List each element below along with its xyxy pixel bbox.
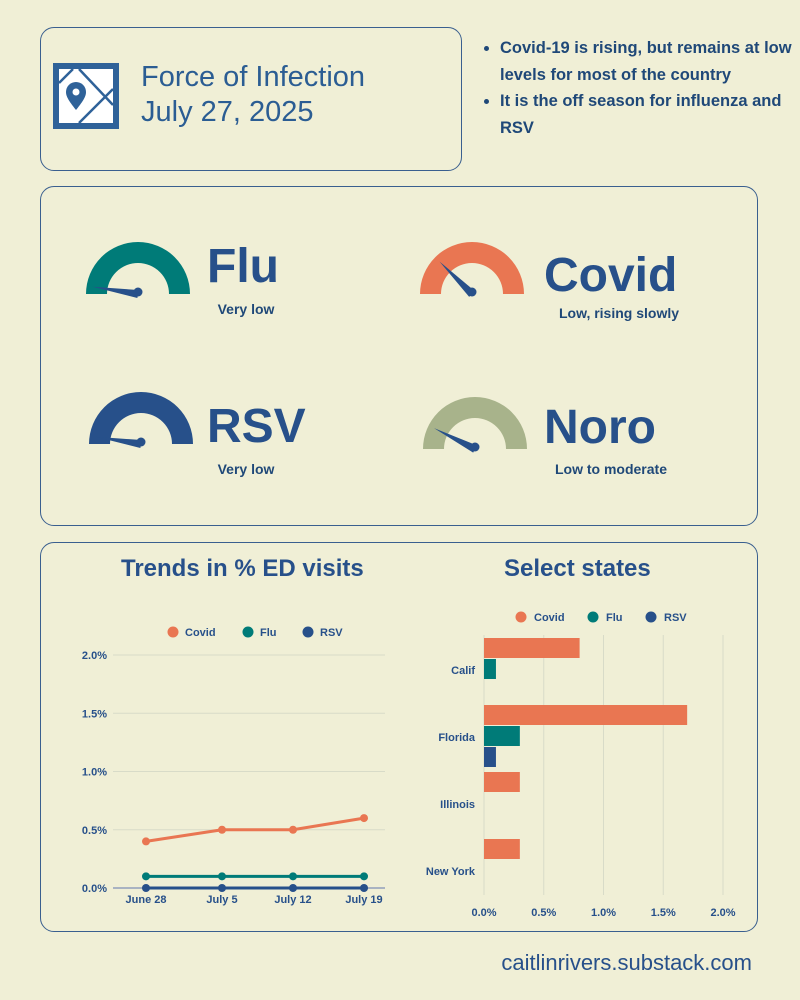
data-point-rsv: [360, 884, 368, 892]
gauge-label-rsv: RSV: [207, 400, 306, 453]
y-tick-label: 2.0%: [82, 650, 107, 662]
data-point-covid: [360, 814, 368, 823]
y-tick-label: Florida: [438, 732, 476, 744]
data-point-rsv: [289, 884, 297, 892]
gauges-svg: [86, 242, 527, 453]
bar-flu: [484, 659, 496, 679]
x-tick-label: July 12: [274, 894, 311, 906]
gauge-arc-flu: [86, 242, 190, 294]
legend-marker: [167, 626, 179, 638]
report-date: July 27, 2025: [141, 96, 314, 128]
data-point-rsv: [218, 884, 226, 892]
charts-svg: 0.0% 0.5% 1.0% 1.5% 2.0% June 28 July 5 July 12…: [82, 611, 736, 919]
gauge-hub: [133, 287, 143, 297]
gauge-needle-covid: [439, 261, 475, 297]
gauge-arc-rsv: [89, 392, 193, 444]
legend-label: Flu: [606, 612, 623, 624]
charts-card: [40, 542, 758, 932]
data-point-covid: [142, 837, 150, 846]
legend-label: Flu: [260, 627, 277, 639]
y-tick-label: 0.0%: [82, 883, 107, 895]
footer-link[interactable]: caitlinrivers.substack.com: [501, 950, 752, 975]
bullet-item: It is the off season for influenza and R…: [500, 88, 800, 141]
legend-label: Covid: [534, 612, 565, 624]
data-point-covid: [289, 825, 297, 834]
data-point-rsv: [142, 884, 150, 892]
data-point-flu: [218, 872, 226, 881]
gauge-hub: [467, 287, 477, 297]
gauge-label-flu: Flu: [207, 240, 279, 293]
gauge-hub: [136, 437, 146, 447]
x-tick-label: June 28: [126, 894, 167, 906]
map-pin-icon: [53, 63, 119, 133]
bar-covid: [484, 772, 520, 792]
y-tick-label: 0.5%: [82, 825, 107, 837]
legend-label: Covid: [185, 627, 216, 639]
line-chart-title: Trends in % ED visits: [121, 555, 364, 582]
y-tick-label: 1.5%: [82, 708, 107, 720]
x-tick-label: 0.0%: [471, 907, 496, 919]
y-tick-label: 1.0%: [82, 767, 107, 779]
y-tick-label: Calif: [451, 665, 475, 677]
bar-covid: [484, 839, 520, 859]
legend-marker: [515, 611, 527, 623]
gauge-needle-flu: [92, 286, 139, 298]
bar-covid: [484, 638, 580, 658]
legend-label: RSV: [664, 612, 687, 624]
gauge-arc-noro: [423, 397, 527, 449]
y-tick-label: New York: [426, 866, 476, 878]
title-line: Force of Infection: [141, 61, 366, 93]
data-point-covid: [218, 825, 226, 834]
gauge-status-noro: Low to moderate: [554, 461, 667, 477]
x-tick-label: July 5: [206, 894, 237, 906]
gauges-card: [40, 186, 758, 526]
x-tick-label: 1.5%: [651, 907, 676, 919]
bar-chart-title: Select states: [504, 555, 651, 582]
data-point-flu: [289, 872, 297, 881]
data-point-flu: [360, 872, 368, 881]
x-tick-label: July 19: [345, 894, 382, 906]
legend-marker: [302, 626, 314, 638]
series-line-covid: [145, 816, 365, 843]
page-title: Force of Infection July 27, 2025: [141, 60, 365, 130]
x-tick-label: 2.0%: [710, 907, 735, 919]
x-tick-label: 0.5%: [531, 907, 556, 919]
gauge-label-noro: Noro: [544, 401, 656, 454]
gauge-status-covid: Low, rising slowly: [558, 305, 680, 321]
gauge-status-flu: Very low: [217, 301, 275, 317]
gauge-arc-covid: [420, 242, 524, 294]
bullet-item: Covid-19 is rising, but remains at low l…: [500, 35, 800, 88]
legend-label: RSV: [320, 627, 343, 639]
gauge-status-rsv: Very low: [217, 461, 275, 477]
legend-marker: [645, 611, 657, 623]
header-card: [40, 27, 462, 171]
summary-bullets: Covid-19 is rising, but remains at low l…: [478, 35, 800, 141]
bar-covid: [484, 705, 688, 725]
gauge-needle-rsv: [95, 436, 142, 448]
legend-marker: [587, 611, 599, 623]
gauge-label-covid: Covid: [544, 249, 678, 302]
gauge-needle-noro: [434, 428, 477, 453]
bar-rsv: [484, 747, 496, 767]
y-tick-label: Illinois: [440, 799, 475, 811]
gauge-hub: [470, 442, 480, 452]
x-tick-label: 1.0%: [591, 907, 616, 919]
legend-marker: [242, 626, 254, 638]
bar-flu: [484, 726, 520, 746]
data-point-flu: [142, 872, 150, 881]
